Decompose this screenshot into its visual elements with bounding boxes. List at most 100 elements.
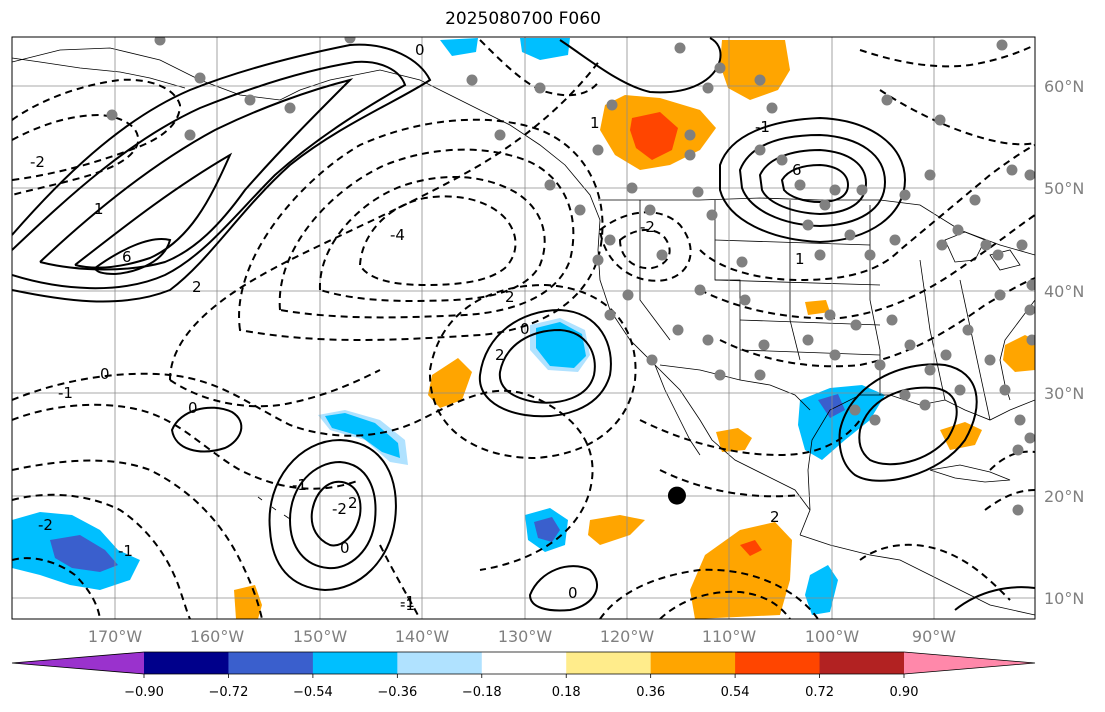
- station-dot: [714, 62, 726, 74]
- station-dot: [824, 309, 836, 321]
- contour-dashed-pacific-south: [379, 544, 421, 619]
- station-dot: [881, 94, 893, 106]
- contour-dashed-atlantic-1: [989, 450, 1035, 471]
- contour-solid-east-high-1: [719, 116, 907, 244]
- station-dot: [999, 384, 1011, 396]
- station-dot: [844, 229, 856, 241]
- contour-label: 0: [340, 539, 350, 557]
- station-dot: [714, 369, 726, 381]
- station-dot: [814, 249, 826, 261]
- west-coast: [597, 219, 811, 536]
- station-dot: [1014, 414, 1026, 426]
- station-dot: [1026, 279, 1035, 291]
- station-dot: [534, 82, 546, 94]
- contour-dashed-south-2: [659, 590, 791, 619]
- contour-dashed-southern-4: [12, 493, 191, 619]
- contour-label: 0: [415, 41, 425, 59]
- station-dot: [154, 37, 166, 46]
- contour-label: 6: [122, 248, 132, 266]
- contour-solid-gulf-1: [838, 363, 978, 482]
- station-dot: [802, 334, 814, 346]
- contour-label: -2: [38, 516, 53, 534]
- colorbar-segments: [12, 652, 1035, 674]
- colorbar-segment: [397, 652, 483, 674]
- contour-dashed-south-3: [859, 543, 1011, 601]
- lon-label-120w: 120°W: [600, 627, 655, 646]
- colorbar-segment: [228, 652, 314, 674]
- lon-label-110w: 110°W: [702, 627, 757, 646]
- contour-solid-east-high-2: [738, 133, 887, 228]
- station-dot: [754, 144, 766, 156]
- station-dot: [244, 94, 256, 106]
- station-dot: [604, 234, 616, 246]
- contour-dashed-northwest-1: [12, 78, 182, 181]
- lon-label-150w: 150°W: [293, 627, 348, 646]
- station-dot: [622, 289, 634, 301]
- colorbar-tick-label: −0.18: [462, 685, 502, 700]
- station-dot: [924, 169, 936, 181]
- shading-blue-gulf: [818, 394, 845, 418]
- lat-label-30n: 30°N: [1044, 384, 1084, 403]
- lon-label-130w: 130°W: [498, 627, 553, 646]
- station-dot: [544, 179, 556, 191]
- station-dot: [1024, 169, 1035, 181]
- station-dot: [984, 354, 996, 366]
- contour-dashed-west-south: [12, 557, 101, 619]
- lon-label-90w: 90°W: [912, 627, 956, 646]
- contour-solid-ridge-4: [74, 152, 233, 269]
- station-dot: [736, 256, 748, 268]
- contour-dashed-central-2: [618, 229, 671, 270]
- station-dot: [940, 349, 952, 361]
- contour-label: 0: [568, 584, 578, 602]
- colorbar-tick-label: 0.54: [721, 685, 750, 700]
- contour-dashed-trough-2: [278, 148, 575, 319]
- station-dot: [869, 414, 881, 426]
- contour-label: 0: [520, 320, 530, 338]
- station-dot: [656, 249, 668, 261]
- longitude-labels: 170°W 160°W 150°W 140°W 130°W 120°W 110°…: [88, 627, 956, 646]
- station-dot: [1016, 239, 1028, 251]
- contour-dashed-atlantic-2: [984, 489, 1035, 511]
- contour-solid-small-pacific: [170, 406, 243, 453]
- contour-dashed-east-4: [639, 419, 861, 457]
- lon-label-100w: 100°W: [805, 627, 860, 646]
- station-dot: [874, 359, 886, 371]
- shading-red-central: [630, 112, 678, 160]
- colorbar-segment: [566, 652, 652, 674]
- contour-label: -1: [58, 384, 73, 402]
- solid-contours: [12, 37, 1035, 612]
- us-mexico-border: [659, 364, 811, 411]
- colorbar-segment: [312, 652, 398, 674]
- station-dot: [706, 209, 718, 221]
- station-dot: [692, 186, 704, 198]
- station-dot: [626, 182, 638, 194]
- map-frame: [11, 36, 1036, 620]
- colorbar-tick-label: −0.72: [209, 685, 249, 700]
- station-dot: [739, 294, 751, 306]
- station-dot: [702, 82, 714, 94]
- colorbar-segment: [904, 652, 1035, 674]
- station-dot: [924, 364, 936, 376]
- lon-label-140w: 140°W: [395, 627, 450, 646]
- station-dot: [899, 189, 911, 201]
- shading-orange-atlantic: [1003, 335, 1035, 372]
- station-dot: [952, 224, 964, 236]
- station-dot: [754, 74, 766, 86]
- state-line-6: [919, 259, 991, 421]
- lat-label-40n: 40°N: [1044, 282, 1084, 301]
- contour-solid-pacific-1: [268, 438, 397, 592]
- contour-dashed-east-1: [699, 144, 1035, 282]
- contour-dashed-west-low-outer: [428, 283, 637, 460]
- station-dot: [574, 204, 586, 216]
- lon-label-160w: 160°W: [190, 627, 245, 646]
- contour-solid-pacific-2: [288, 460, 377, 570]
- station-dot: [702, 334, 714, 346]
- colorbar-tick-label: −0.36: [377, 685, 417, 700]
- station-dot: [106, 109, 118, 121]
- station-dot: [934, 114, 946, 126]
- station-dot: [694, 284, 706, 296]
- contour-label: -1: [118, 542, 133, 560]
- station-dot: [184, 129, 196, 141]
- station-dot: [802, 219, 814, 231]
- cuba: [929, 464, 1011, 483]
